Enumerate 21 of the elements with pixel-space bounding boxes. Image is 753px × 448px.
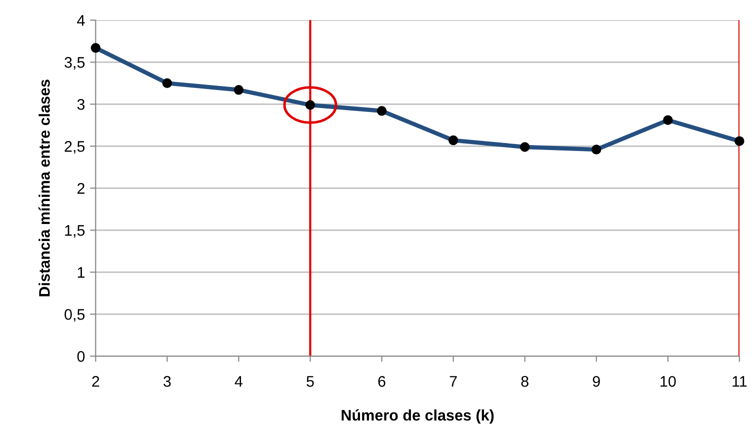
x-tick-label: 5 (306, 376, 314, 387)
x-tick-label: 4 (234, 376, 243, 387)
y-tick-label: 1,5 (65, 225, 85, 238)
y-tick-label: 3 (77, 99, 85, 110)
y-tick-label: 2,5 (64, 141, 85, 154)
x-tick-label: 11 (732, 376, 747, 387)
y-tick-label: 2 (77, 183, 84, 194)
x-axis-title: Número de clases (k) (342, 409, 494, 424)
y-tick-label: 1 (78, 267, 84, 278)
x-tick-label: 9 (592, 376, 600, 387)
x-tick-label: 2 (92, 376, 100, 387)
y-tick-label: 0,5 (64, 309, 85, 322)
x-tick-label: 6 (378, 376, 386, 387)
y-tick-label: 3,5 (64, 57, 85, 70)
x-tick-label: 3 (164, 376, 171, 387)
x-tick-label: 8 (521, 376, 528, 387)
x-tick-label: 10 (660, 376, 676, 387)
y-axis-title: Distancia mínima entre clases (38, 80, 50, 296)
x-tick-label: 7 (450, 376, 457, 387)
y-tick-label: 4 (77, 15, 85, 26)
y-tick-label: 0 (77, 351, 85, 362)
